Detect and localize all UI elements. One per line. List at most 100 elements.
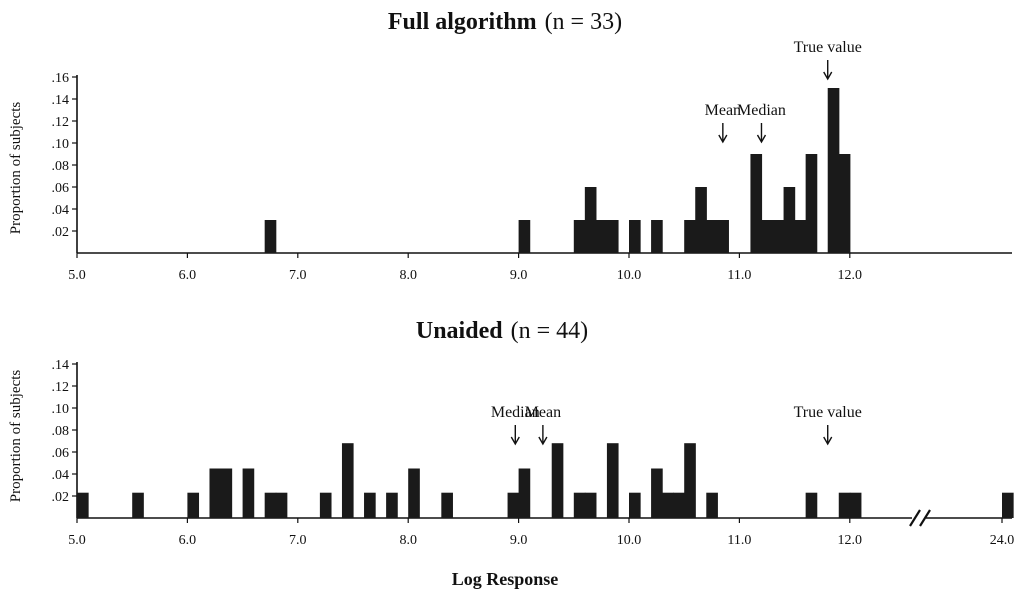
- bar: [264, 492, 277, 518]
- x-tick-label: 9.0: [510, 533, 528, 548]
- bar: [717, 220, 729, 253]
- x-tick-label: 5.0: [68, 533, 86, 548]
- annotation-label: Median: [491, 404, 540, 421]
- x-tick-label: 9.0: [510, 268, 528, 283]
- bar: [761, 220, 774, 253]
- x-tick-label: 7.0: [289, 268, 307, 283]
- y-tick-label: .12: [52, 115, 70, 130]
- y-tick-label: .14: [52, 358, 70, 373]
- bar: [242, 468, 255, 518]
- bar: [584, 187, 597, 253]
- y-axis-label-bottom: Proportion of subjects: [8, 370, 24, 503]
- bar: [132, 492, 144, 518]
- annotation-label: True value: [794, 404, 862, 421]
- bar: [662, 492, 674, 518]
- x-axis-label: Log Response: [452, 569, 559, 589]
- chart-title-full-algorithm: Full algorithm (n = 33): [388, 9, 622, 35]
- bar: [264, 220, 277, 253]
- bar: [673, 492, 685, 518]
- x-tick-label: 12.0: [838, 533, 863, 548]
- x-tick-label: 6.0: [179, 268, 197, 283]
- annotation-arrowhead: [823, 436, 833, 446]
- bar: [794, 220, 807, 253]
- bar: [220, 468, 233, 518]
- bar: [827, 88, 840, 253]
- y-tick-label: .06: [52, 446, 70, 461]
- bar: [805, 154, 818, 253]
- bar: [595, 220, 608, 253]
- bar: [849, 492, 862, 518]
- y-tick-label: .08: [52, 159, 70, 174]
- bar: [364, 492, 376, 518]
- bar: [518, 468, 531, 518]
- bar: [805, 492, 818, 518]
- chart-unaided: Unaided (n = 44) Proportion of subjects L…: [8, 318, 1014, 589]
- bar: [386, 492, 398, 518]
- bar: [783, 187, 796, 253]
- bar: [441, 492, 453, 518]
- bar: [606, 220, 619, 253]
- axis-break-mark: [909, 509, 921, 527]
- annotation-arrowhead: [538, 436, 548, 446]
- chart-title-unaided: Unaided (n = 44): [416, 318, 588, 344]
- y-tick-label: .14: [52, 93, 70, 108]
- bar: [684, 443, 696, 518]
- x-tick-label: 11.0: [727, 268, 751, 283]
- bar: [507, 492, 520, 518]
- bar: [187, 492, 200, 518]
- bar: [1002, 492, 1014, 518]
- y-tick-label: .02: [52, 490, 70, 505]
- x-tick-label: 8.0: [399, 533, 417, 548]
- bar: [838, 154, 851, 253]
- bar: [408, 468, 420, 518]
- bar: [551, 443, 564, 518]
- axis-break-mark: [919, 509, 931, 527]
- y-tick-label: .08: [52, 424, 70, 439]
- bar: [651, 220, 663, 253]
- bar: [629, 492, 641, 518]
- x-tick-label: 11.0: [727, 533, 751, 548]
- y-axis-label-top: Proportion of subjects: [8, 102, 24, 235]
- bar: [838, 492, 851, 518]
- x-tick-label: 6.0: [179, 533, 197, 548]
- bar: [629, 220, 641, 253]
- x-tick-label: 10.0: [617, 268, 642, 283]
- bar: [651, 468, 663, 518]
- bar: [275, 492, 288, 518]
- annotation-arrowhead: [510, 436, 520, 446]
- bar: [77, 492, 89, 518]
- annotation-label: Mean: [525, 404, 561, 421]
- y-tick-label: .16: [52, 71, 70, 86]
- y-tick-label: .10: [52, 137, 70, 152]
- bar: [772, 220, 785, 253]
- bar: [606, 443, 619, 518]
- y-tick-label: .02: [52, 225, 70, 240]
- x-tick-label: 7.0: [289, 533, 307, 548]
- annotation-label: Median: [737, 102, 786, 119]
- x-tick-label: 12.0: [838, 268, 863, 283]
- annotation-arrowhead: [756, 134, 767, 144]
- annotation-label: Mean: [705, 102, 741, 119]
- y-tick-label: .10: [52, 402, 70, 417]
- bar: [341, 443, 354, 518]
- y-tick-label: .04: [52, 203, 70, 218]
- bar: [584, 492, 597, 518]
- y-tick-label: .04: [52, 468, 70, 483]
- bar: [209, 468, 222, 518]
- x-tick-label: 5.0: [68, 268, 86, 283]
- bar: [706, 220, 718, 253]
- bar: [319, 492, 332, 518]
- x-tick-label: 10.0: [617, 533, 642, 548]
- bar: [750, 154, 763, 253]
- annotation-label: True value: [794, 39, 862, 56]
- chart-full-algorithm: Full algorithm (n = 33) Proportion of sub…: [8, 9, 1012, 283]
- bar: [695, 187, 707, 253]
- x-tick-label: 8.0: [399, 268, 417, 283]
- y-tick-label: .12: [52, 380, 70, 395]
- bar: [573, 220, 586, 253]
- bar: [684, 220, 696, 253]
- annotation-arrowhead: [823, 71, 833, 81]
- bar: [706, 492, 718, 518]
- y-tick-label: .06: [52, 181, 70, 196]
